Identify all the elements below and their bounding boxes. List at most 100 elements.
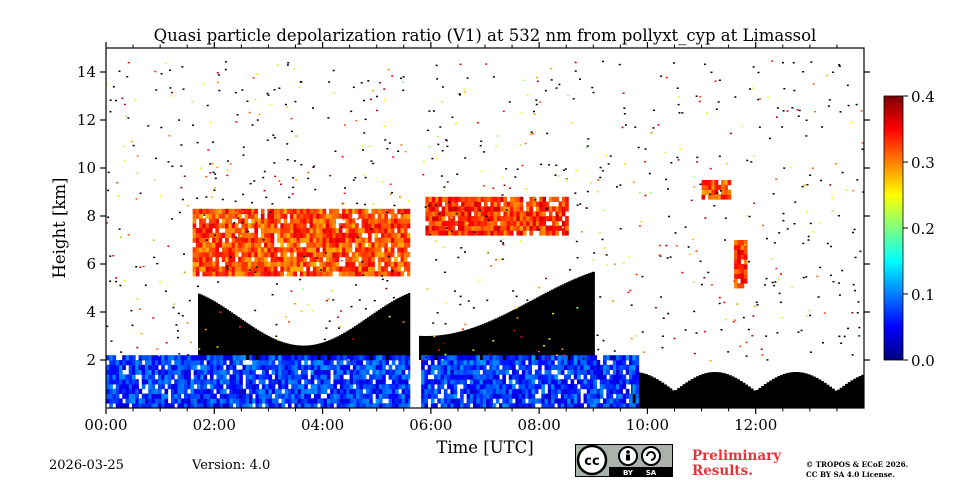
heatmap-cell [167,364,172,370]
heatmap-cell [281,384,286,390]
noise-dot [695,250,698,252]
heatmap-cell [535,220,540,226]
noise-dot [852,189,855,192]
heatmap-cell [447,364,451,370]
heatmap-cell [407,213,411,219]
low-signal-cell [293,344,296,360]
low-signal-cell [301,345,305,360]
noise-dot [502,243,505,246]
heatmap-cell [573,364,578,370]
heatmap-cell [280,247,284,253]
heatmap-cell [339,374,344,380]
heatmap-cell [291,388,295,394]
heatmap-cell [290,232,294,238]
heatmap-cell [390,208,395,214]
heatmap-cell [381,242,385,248]
heatmap-cell [616,398,620,404]
heatmap-cell [454,201,459,207]
heatmap-cell [128,360,133,366]
heatmap-cell [245,384,250,390]
heatmap-cell [551,393,555,399]
noise-dot [502,110,505,113]
heatmap-cell [547,388,552,394]
noise-dot [386,147,389,150]
noise-dot [277,339,280,341]
layer-elevated-layer-12-13-utc [701,180,732,200]
heatmap-cell [557,379,562,385]
heatmap-cell [534,360,539,366]
heatmap-cell [461,201,465,207]
heatmap-cell [499,369,503,375]
heatmap-cell [265,393,269,399]
heatmap-cell [247,247,252,253]
heatmap-cell [361,247,366,253]
heatmap-cell [372,360,377,366]
heatmap-cell [252,388,256,394]
heatmap-cell [244,261,249,267]
heatmap-cell [460,360,464,366]
heatmap-cell [306,228,310,234]
heatmap-cell [734,249,738,255]
noise-dot [254,271,257,274]
heatmap-cell [539,211,543,217]
heatmap-cell [388,393,393,399]
noise-dot [186,204,189,207]
heatmap-cell [180,384,185,390]
heatmap-cell [312,208,317,214]
heatmap-cell [135,393,139,399]
heatmap-cell [490,211,495,217]
heatmap-cell [358,271,362,277]
noise-dot [226,265,229,268]
heatmap-cell [616,369,620,375]
noise-dot [278,180,281,182]
heatmap-cell [542,201,547,207]
heatmap-cell [466,398,471,404]
noise-dot [387,255,390,258]
noise-dot [121,97,124,100]
noise-dot [640,220,643,223]
heatmap-cell [225,228,229,234]
heatmap-cell [431,230,436,236]
heatmap-cell [361,256,366,262]
heatmap-cell [294,384,299,390]
heatmap-cell [280,252,284,258]
heatmap-cell [544,355,549,361]
noise-dot [454,290,457,292]
cc-by-sa-badge[interactable]: cc BY SA [575,444,673,477]
heatmap-cell [244,208,249,214]
heatmap-cell [303,213,307,219]
heatmap-cell [369,393,373,399]
heatmap-cell [447,379,451,385]
noise-dot [460,247,463,249]
heatmap-cell [323,398,328,404]
heatmap-cell [555,216,560,222]
heatmap-cell [590,393,594,399]
heatmap-cell [345,242,349,248]
heatmap-cell [299,271,304,277]
preliminary-line-1: Preliminary [692,448,782,464]
heatmap-cell [529,196,534,202]
heatmap-cell [144,369,149,375]
heatmap-cell [364,228,369,234]
heatmap-cell [502,379,506,385]
heatmap-cell [493,201,498,207]
heatmap-cell [241,242,246,248]
heatmap-cell [177,393,182,399]
noise-dot [488,353,491,355]
noise-dot [754,305,757,308]
heatmap-cell [270,208,275,214]
heatmap-cell [203,369,208,375]
noise-dot [838,294,841,296]
heatmap-cell [290,256,294,262]
heatmap-cell [542,196,547,202]
heatmap-cell [361,271,366,277]
heatmap-cell [542,230,547,236]
heatmap-cell [356,369,360,375]
heatmap-cell [372,364,377,370]
heatmap-cell [154,393,159,399]
heatmap-cell [704,180,709,186]
heatmap-cell [225,252,229,258]
noise-dot [850,121,853,123]
noise-dot [564,168,567,170]
noise-dot [216,346,219,348]
